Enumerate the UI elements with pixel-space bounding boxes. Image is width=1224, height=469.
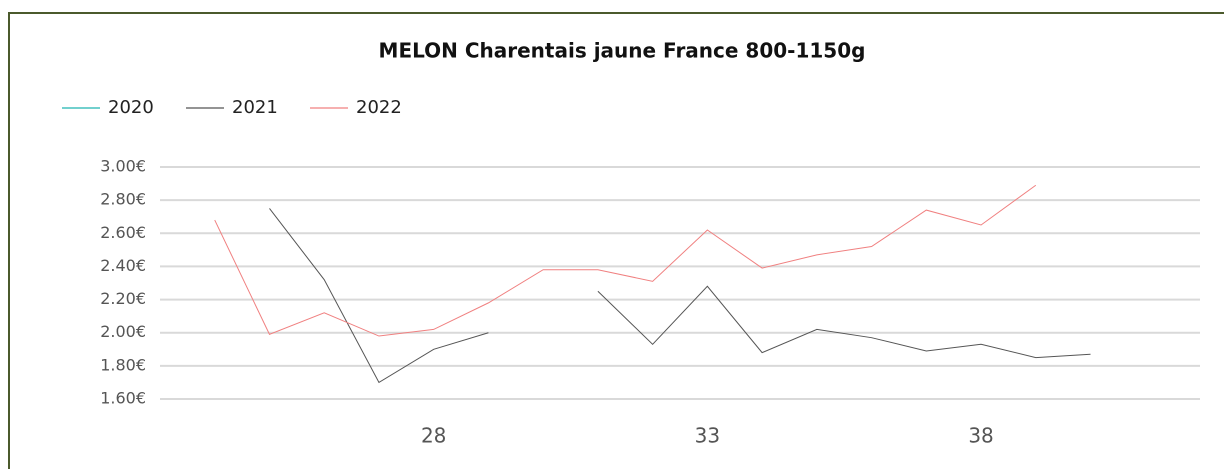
frame — [8, 12, 1224, 469]
x-tick-label: 33 — [695, 424, 720, 448]
y-tick-label: 2.20€ — [100, 289, 146, 308]
y-tick-label: 2.80€ — [100, 190, 146, 209]
legend-label: 2021 — [232, 97, 278, 118]
y-tick-label: 2.60€ — [100, 223, 146, 242]
legend-label: 2020 — [108, 97, 154, 118]
line-series — [214, 184, 1037, 337]
y-tick-label: 2.00€ — [100, 322, 146, 341]
legend-label: 2022 — [356, 97, 402, 118]
line-series — [597, 285, 1091, 359]
y-tick-label: 2.40€ — [100, 256, 146, 275]
x-tick-label: 28 — [421, 424, 446, 448]
chart-title: MELON Charentais jaune France 800-1150g — [379, 39, 866, 63]
y-tick-label: 1.80€ — [100, 355, 146, 374]
y-tick-label: 1.60€ — [100, 389, 146, 408]
line-series — [269, 208, 489, 384]
x-tick-label: 38 — [968, 424, 993, 448]
y-tick-label: 3.00€ — [100, 157, 146, 176]
